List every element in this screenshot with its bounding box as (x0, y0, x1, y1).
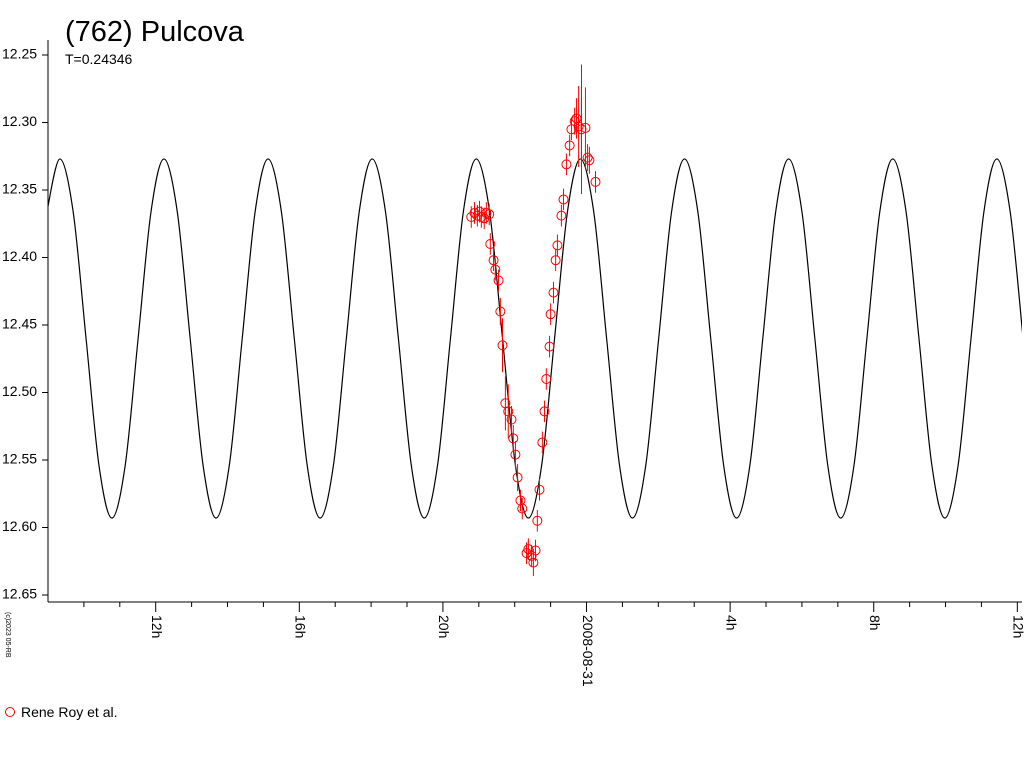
data-point (590, 176, 601, 187)
y-tick-label: 12.35 (2, 181, 37, 197)
chart-title: (762) Pulcova (65, 16, 245, 48)
data-point (558, 194, 569, 205)
y-tick-label: 12.45 (2, 316, 37, 332)
x-tick-label: 12h (1011, 615, 1024, 638)
data-point (544, 341, 555, 352)
data-point (582, 152, 593, 163)
legend-label: Rene Roy et al. (21, 704, 118, 720)
data-point (488, 255, 499, 266)
data-point (517, 503, 528, 514)
data-point (530, 545, 541, 556)
y-tick-label: 12.30 (2, 113, 37, 129)
x-tick-label: 8h (867, 615, 883, 631)
data-point (576, 124, 587, 135)
y-tick-label: 12.55 (2, 451, 37, 467)
data-point (493, 275, 504, 286)
data-point (490, 264, 501, 275)
chart-subtitle: T=0.24346 (65, 51, 133, 67)
x-tick-label: 16h (293, 615, 309, 638)
data-point (512, 472, 523, 483)
data-point (528, 557, 539, 568)
data-point (548, 287, 559, 298)
y-tick-label: 12.40 (2, 248, 37, 264)
data-point (508, 433, 519, 444)
x-tick-label: 12h (149, 615, 165, 638)
data-point (537, 437, 548, 448)
x-tick-label: 4h (723, 615, 739, 631)
data-point (523, 544, 534, 555)
data-point (534, 484, 545, 495)
data-point (541, 374, 552, 384)
model-curve (48, 158, 1022, 519)
y-tick-label: 12.25 (2, 46, 37, 62)
x-tick-label: 2008-08-31 (580, 615, 596, 687)
data-point (497, 340, 508, 351)
data-point (556, 210, 567, 221)
data-point (515, 495, 526, 506)
data-point (510, 449, 521, 460)
plot-area (48, 64, 1022, 577)
data-point (564, 140, 575, 151)
y-tick-label: 12.50 (2, 383, 37, 399)
x-tick-label: 20h (436, 615, 452, 638)
data-point (506, 414, 517, 425)
data-point (552, 240, 563, 251)
y-tick-label: 12.65 (2, 586, 37, 602)
data-point (580, 122, 591, 133)
data-point (584, 155, 595, 166)
data-point (484, 209, 495, 220)
legend-marker (5, 707, 15, 717)
data-point (495, 306, 506, 317)
data-point (532, 515, 543, 526)
data-point (573, 121, 584, 132)
data-point (561, 159, 572, 170)
credit: (c)2023 05-RB (4, 612, 11, 658)
y-tick-label: 12.60 (2, 518, 37, 534)
data-point (550, 255, 561, 266)
data-point (545, 309, 556, 320)
data-point (485, 239, 496, 249)
data-point (539, 406, 550, 417)
